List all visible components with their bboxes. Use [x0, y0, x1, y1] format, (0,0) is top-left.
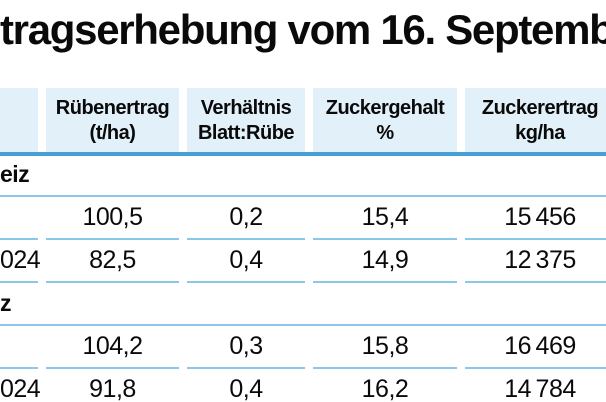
row-label [0, 197, 38, 240]
col-header-line1: Zuckerertrag [481, 97, 599, 119]
row-label: 024 [0, 369, 41, 402]
col-header-zuckerertrag: Zuckerertrag kg/ha [465, 88, 606, 154]
col-header-line2: % [376, 122, 394, 144]
table-row: 104,2 0,3 15,8 16 469 [0, 326, 606, 369]
col-header-line2: kg/ha [515, 122, 565, 144]
cell-verhaeltnis: 0,4 [187, 240, 305, 283]
header-divider-line [0, 152, 606, 156]
col-header-rowlabel-empty [0, 88, 38, 154]
table-body: eiz 100,5 0,2 15,4 15 456 024 82,5 0,4 1… [0, 154, 606, 402]
section-label: eiz [0, 154, 606, 197]
cell-zuckergehalt: 16,2 [313, 369, 457, 402]
col-header-ruebenertrag: Rübenertrag (t/ha) [46, 88, 179, 154]
cell-zuckerertrag: 14 784 [465, 369, 606, 402]
cell-zuckergehalt: 14,9 [313, 240, 457, 283]
yield-table: Rübenertrag (t/ha) Verhältnis Blatt:Rübe… [0, 88, 606, 402]
col-header-zuckergehalt: Zuckergehalt % [313, 88, 457, 154]
cell-ruebenertrag: 100,5 [46, 197, 179, 240]
col-header-verhaeltnis: Verhältnis Blatt:Rübe [187, 88, 305, 154]
table-row: 024 82,5 0,4 14,9 12 375 [0, 240, 606, 283]
cell-verhaeltnis: 0,3 [187, 326, 305, 369]
col-header-line2: Blatt:Rübe [197, 122, 295, 144]
section-row-2: z [0, 283, 606, 326]
col-header-line1: Rübenertrag [55, 97, 170, 119]
cell-zuckerertrag: 12 375 [465, 240, 606, 283]
page-title: tragserhebung vom 16. Septemb [0, 6, 606, 53]
cell-verhaeltnis: 0,2 [187, 197, 305, 240]
table-row: 100,5 0,2 15,4 15 456 [0, 197, 606, 240]
cell-zuckerertrag: 15 456 [465, 197, 606, 240]
row-label [0, 326, 38, 369]
section-label: z [0, 283, 606, 326]
col-header-line1: Verhältnis [200, 97, 292, 119]
section-row-1: eiz [0, 154, 606, 197]
cell-zuckerertrag: 16 469 [465, 326, 606, 369]
col-header-line2: (t/ha) [89, 122, 136, 144]
cell-zuckergehalt: 15,8 [313, 326, 457, 369]
row-label: 024 [0, 240, 41, 283]
cell-ruebenertrag: 82,5 [46, 240, 179, 283]
cell-ruebenertrag: 104,2 [46, 326, 179, 369]
table-header: Rübenertrag (t/ha) Verhältnis Blatt:Rübe… [0, 88, 606, 154]
cell-verhaeltnis: 0,4 [187, 369, 305, 402]
cell-zuckergehalt: 15,4 [313, 197, 457, 240]
header-row: Rübenertrag (t/ha) Verhältnis Blatt:Rübe… [0, 88, 606, 154]
col-header-line1: Zuckergehalt [325, 97, 445, 119]
table-row: 024 91,8 0,4 16,2 14 784 [0, 369, 606, 402]
cell-ruebenertrag: 91,8 [46, 369, 179, 402]
